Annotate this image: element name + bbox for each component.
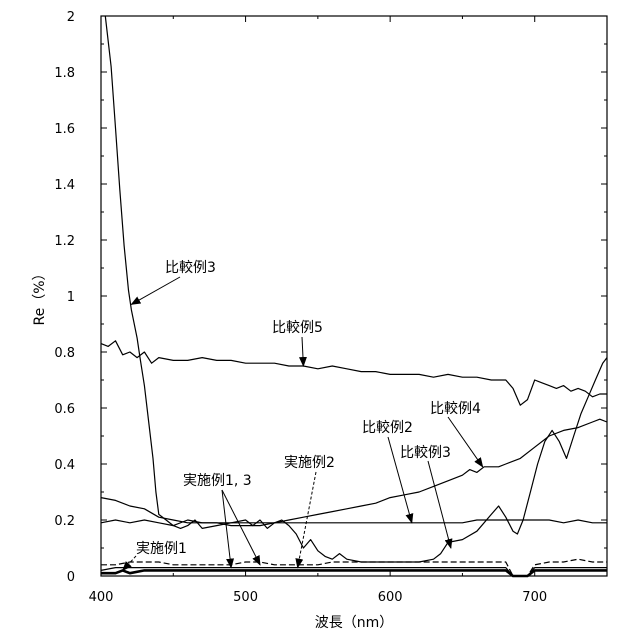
annotation-label: 実施例1, 3 [183,473,252,489]
series-line-1 [105,16,607,562]
annotation-arrow [302,337,303,366]
y-tick-label: 1.6 [54,122,75,137]
annotation-label: 比較例2 [362,420,413,436]
y-tick-label: 0 [67,570,75,585]
annotation-arrow [131,277,180,304]
y-tick-label: 1.8 [54,66,75,81]
x-tick-label: 700 [522,590,547,605]
annotation-arrow [222,490,260,565]
series-line-3 [101,419,607,525]
x-tick-label: 400 [89,590,114,605]
y-tick-label: 1.4 [54,178,75,193]
y-tick-label: 1 [67,290,75,305]
y-tick-label: 1.2 [54,234,75,249]
annotation-label: 比較例3 [400,445,451,461]
annotation-label: 比較例5 [272,320,323,336]
x-axis-title: 波長（nm） [315,615,394,631]
annotation-arrow [222,490,231,568]
y-axis-title: Re（%） [32,266,48,325]
y-tick-label: 0.4 [54,458,75,473]
annotation-label: 実施例2 [284,455,335,471]
x-tick-label: 500 [233,590,258,605]
y-tick-label: 2 [67,10,75,25]
y-tick-label: 0.8 [54,346,75,361]
annotation-label: 実施例1 [136,541,187,557]
y-tick-label: 0.2 [54,514,75,529]
annotation-arrow [448,417,483,467]
plot-frame [101,16,607,576]
x-tick-label: 600 [378,590,403,605]
annotation-arrow [298,472,316,568]
annotation-label: 比較例4 [430,401,481,417]
annotation-label: 比較例3 [165,260,216,276]
series-line-2 [101,341,607,405]
y-tick-label: 0.6 [54,402,75,417]
annotation-arrow [428,461,451,548]
